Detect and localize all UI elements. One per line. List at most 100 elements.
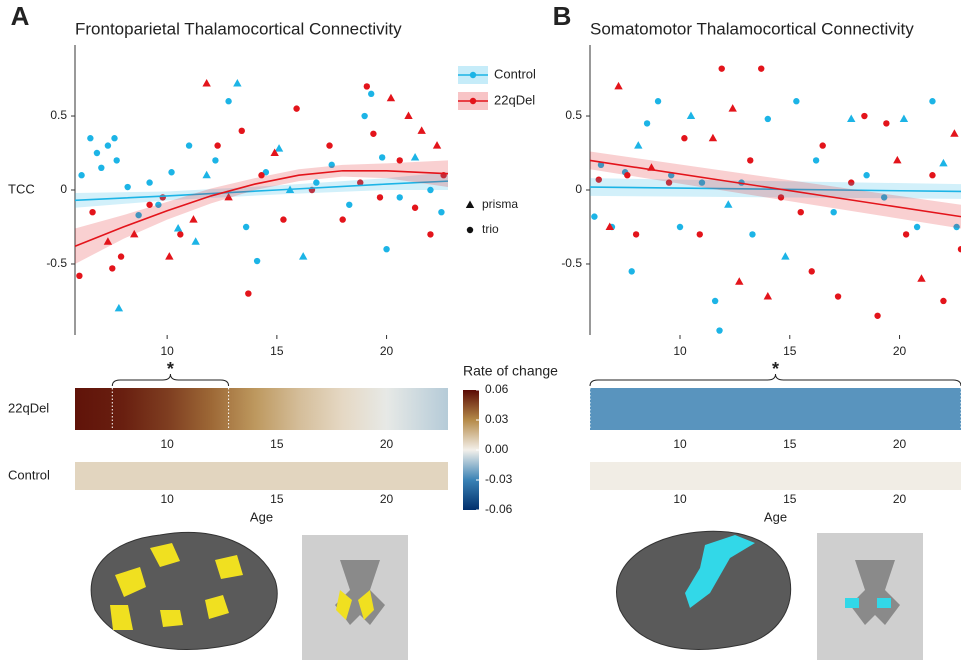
data-point bbox=[697, 231, 703, 237]
rate-tick-label: 10 bbox=[673, 492, 687, 506]
data-point bbox=[712, 298, 718, 304]
data-point bbox=[202, 171, 210, 179]
y-tick-label: 0 bbox=[60, 182, 67, 196]
data-point bbox=[115, 304, 123, 312]
data-point bbox=[383, 246, 389, 252]
data-point bbox=[186, 142, 192, 148]
data-point bbox=[411, 153, 419, 161]
data-point bbox=[747, 157, 753, 163]
data-point bbox=[893, 156, 901, 164]
data-point bbox=[633, 231, 639, 237]
data-point bbox=[764, 292, 772, 300]
data-point bbox=[212, 157, 218, 163]
data-point bbox=[591, 213, 597, 219]
y-tick-label: -0.5 bbox=[561, 256, 582, 270]
data-point bbox=[239, 128, 245, 134]
rate-tick-label: 10 bbox=[160, 492, 174, 506]
data-point bbox=[677, 224, 683, 230]
data-point bbox=[793, 98, 799, 104]
data-point bbox=[87, 135, 93, 141]
data-point bbox=[254, 258, 260, 264]
rate-tick-label: 15 bbox=[270, 492, 284, 506]
data-point bbox=[361, 113, 367, 119]
rate-bar bbox=[590, 462, 961, 490]
data-point bbox=[634, 141, 642, 149]
brain-frontoparietal bbox=[91, 532, 408, 660]
legend-label: prisma bbox=[482, 197, 518, 211]
data-point bbox=[709, 134, 717, 142]
data-point bbox=[78, 172, 84, 178]
rate-tick-label: 15 bbox=[270, 437, 284, 451]
data-point bbox=[368, 91, 374, 97]
figure: AFrontoparietal Thalamocortical Connecti… bbox=[0, 0, 961, 660]
data-point bbox=[168, 169, 174, 175]
data-point bbox=[377, 194, 383, 200]
colorbar-tick-label: 0.06 bbox=[485, 382, 509, 396]
data-point bbox=[339, 216, 345, 222]
y-tick-label: 0.5 bbox=[50, 108, 67, 122]
data-point bbox=[417, 126, 425, 134]
data-point bbox=[326, 142, 332, 148]
data-point bbox=[346, 202, 352, 208]
legend-shape bbox=[467, 227, 473, 233]
legend-label: 22qDel bbox=[494, 92, 535, 107]
data-point bbox=[687, 112, 695, 120]
rate-bar bbox=[590, 388, 961, 430]
data-point bbox=[124, 184, 130, 190]
data-point bbox=[716, 327, 722, 333]
colorbar-tick-label: 0.00 bbox=[485, 442, 509, 456]
legend-shape bbox=[466, 201, 474, 209]
data-point bbox=[863, 172, 869, 178]
data-point bbox=[243, 224, 249, 230]
data-point bbox=[214, 142, 220, 148]
data-point bbox=[900, 114, 908, 122]
data-point bbox=[719, 65, 725, 71]
rate-tick-label: 20 bbox=[893, 492, 907, 506]
data-point bbox=[917, 274, 925, 282]
row-label: Control bbox=[8, 467, 50, 482]
data-point bbox=[299, 252, 307, 260]
data-point bbox=[98, 165, 104, 171]
data-point bbox=[364, 83, 370, 89]
legend-dot bbox=[470, 98, 476, 104]
significance-label: * bbox=[167, 359, 174, 379]
data-point bbox=[655, 98, 661, 104]
data-point bbox=[76, 273, 82, 279]
rate-bar bbox=[75, 388, 448, 430]
x-axis-label: Age bbox=[764, 509, 787, 524]
data-point bbox=[275, 144, 283, 152]
row-label: 22qDel bbox=[8, 400, 49, 415]
data-point bbox=[370, 131, 376, 137]
x-tick-label: 10 bbox=[673, 344, 687, 358]
x-tick-label: 10 bbox=[160, 344, 174, 358]
data-point bbox=[929, 172, 935, 178]
data-point bbox=[813, 157, 819, 163]
data-point bbox=[113, 157, 119, 163]
x-tick-label: 15 bbox=[783, 344, 797, 358]
colorbar-tick-label: 0.03 bbox=[485, 412, 509, 426]
data-point bbox=[914, 224, 920, 230]
data-point bbox=[798, 209, 804, 215]
data-point bbox=[819, 142, 825, 148]
x-tick-label: 15 bbox=[270, 344, 284, 358]
data-point bbox=[644, 120, 650, 126]
data-point bbox=[387, 94, 395, 102]
data-point bbox=[233, 79, 241, 87]
y-tick-label: -0.5 bbox=[46, 256, 67, 270]
data-point bbox=[94, 150, 100, 156]
y-tick-label: 0.5 bbox=[565, 108, 582, 122]
data-point bbox=[629, 268, 635, 274]
colorbar-tick-label: -0.06 bbox=[485, 502, 513, 516]
data-point bbox=[189, 215, 197, 223]
rate-tick-label: 20 bbox=[893, 437, 907, 451]
data-point bbox=[109, 265, 115, 271]
data-point bbox=[728, 104, 736, 112]
data-point bbox=[293, 105, 299, 111]
data-point bbox=[146, 179, 152, 185]
data-point bbox=[379, 154, 385, 160]
data-point bbox=[111, 135, 117, 141]
data-point bbox=[735, 277, 743, 285]
data-point bbox=[765, 116, 771, 122]
data-point bbox=[105, 142, 111, 148]
y-axis-label: TCC bbox=[8, 181, 35, 196]
